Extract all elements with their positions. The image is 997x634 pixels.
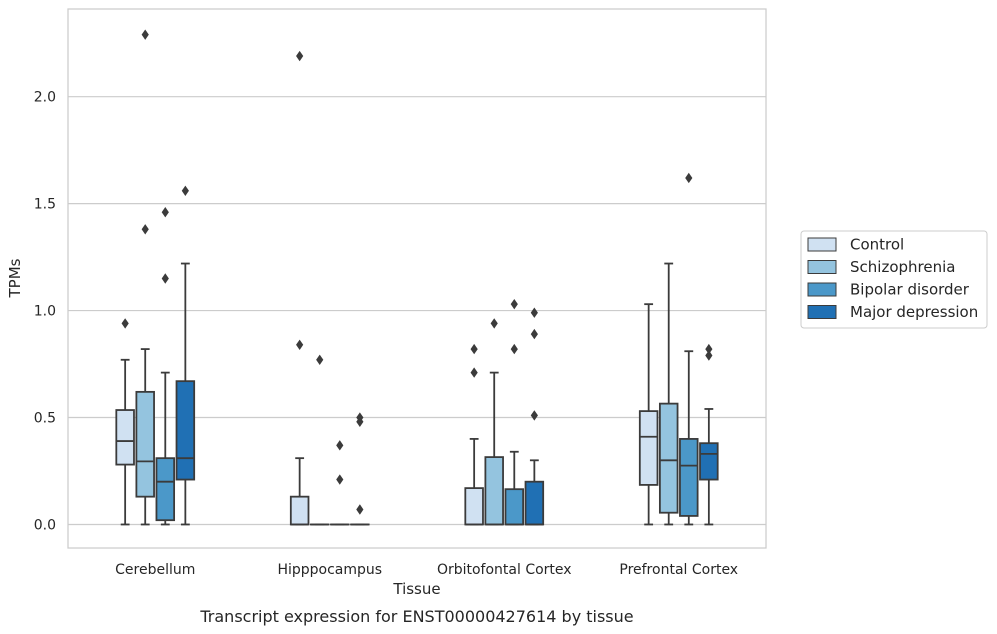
- box-body: [524, 480, 545, 526]
- box-bipolar-disorder: [679, 172, 699, 526]
- y-axis-ticks: 0.0 0.5 1.0 1.5 2.0: [34, 90, 56, 534]
- y-tick-label: 0.0: [34, 517, 56, 533]
- x-tick-label: Cerebellum: [115, 562, 195, 578]
- y-tick-label: 0.5: [34, 411, 56, 427]
- outlier-point: [356, 412, 364, 423]
- outlier-point: [121, 318, 129, 329]
- box-groups: [115, 29, 719, 526]
- legend-label: Control: [850, 236, 904, 254]
- box-body: [135, 390, 155, 498]
- box-body: [464, 487, 484, 526]
- y-tick-label: 1.5: [34, 197, 56, 213]
- outlier-point: [705, 350, 713, 361]
- legend-swatch: [807, 282, 837, 297]
- legend-frame: [800, 230, 988, 329]
- outlier-point: [296, 50, 304, 62]
- box-bipolar-disorder: [330, 440, 350, 526]
- box-body: [484, 456, 504, 526]
- outlier-point: [336, 474, 344, 485]
- outlier-point: [470, 343, 478, 355]
- box-body: [289, 495, 310, 526]
- x-axis-title: Tissue: [392, 580, 440, 598]
- outlier-point: [161, 206, 169, 218]
- box-body: [155, 457, 176, 522]
- x-tick-label: Prefrontal Cortex: [619, 562, 738, 578]
- outlier-point: [530, 307, 538, 318]
- outlier-point: [530, 328, 538, 340]
- box-body: [658, 402, 679, 514]
- box-body: [638, 410, 659, 486]
- legend: Control Schizophrenia Bipolar disorder Majo…: [800, 230, 988, 329]
- plot-area: [67, 8, 767, 549]
- box-schizophrenia: [135, 29, 155, 526]
- y-tick-label: 2.0: [34, 90, 56, 106]
- outlier-point: [181, 185, 189, 197]
- outlier-point: [510, 298, 518, 310]
- legend-label: Bipolar disorder: [850, 281, 970, 299]
- box-control: [638, 303, 659, 526]
- box-major-depression: [699, 343, 719, 526]
- box-control: [115, 318, 135, 526]
- outlier-point: [161, 273, 169, 284]
- box-bipolar-disorder: [504, 298, 525, 526]
- outlier-point: [316, 354, 324, 365]
- chart-caption: Transcript expression for ENST0000042761…: [199, 607, 633, 626]
- x-tick-label: Orbitofontal Cortex: [437, 562, 572, 578]
- box-schizophrenia: [658, 262, 679, 526]
- box-schizophrenia: [484, 318, 504, 526]
- box-control: [289, 50, 310, 526]
- box-major-depression: [175, 185, 196, 526]
- legend-swatch: [807, 237, 837, 252]
- outlier-point: [705, 343, 713, 355]
- box-body: [115, 409, 135, 466]
- outlier-point: [336, 440, 344, 451]
- legend-label: Major depression: [850, 303, 978, 321]
- box-schizophrenia: [309, 354, 330, 526]
- y-axis-title: TPMs: [6, 258, 24, 298]
- box-body: [699, 442, 719, 481]
- legend-label: Schizophrenia: [850, 258, 955, 276]
- legend-swatch: [807, 260, 837, 274]
- outlier-point: [470, 367, 478, 378]
- box-body: [679, 438, 699, 517]
- box-major-depression: [350, 412, 370, 526]
- outlier-point: [530, 410, 538, 421]
- x-axis-ticks: Cerebellum Hipppocampus Orbitofontal Corte…: [115, 562, 738, 578]
- x-tick-label: Hipppocampus: [277, 562, 382, 578]
- outlier-point: [490, 318, 498, 329]
- y-tick-label: 1.0: [34, 304, 56, 320]
- box-body: [504, 488, 525, 526]
- box-bipolar-disorder: [155, 206, 176, 526]
- outlier-point: [141, 29, 149, 40]
- plot-frame: [67, 8, 767, 549]
- box-major-depression: [524, 307, 545, 526]
- outlier-point: [685, 172, 693, 184]
- box-control: [464, 343, 484, 526]
- outlier-point: [141, 224, 149, 235]
- box-body: [175, 380, 196, 481]
- outlier-point: [510, 343, 518, 355]
- outlier-point: [296, 339, 304, 351]
- outlier-point: [356, 504, 364, 515]
- legend-swatch: [807, 305, 837, 319]
